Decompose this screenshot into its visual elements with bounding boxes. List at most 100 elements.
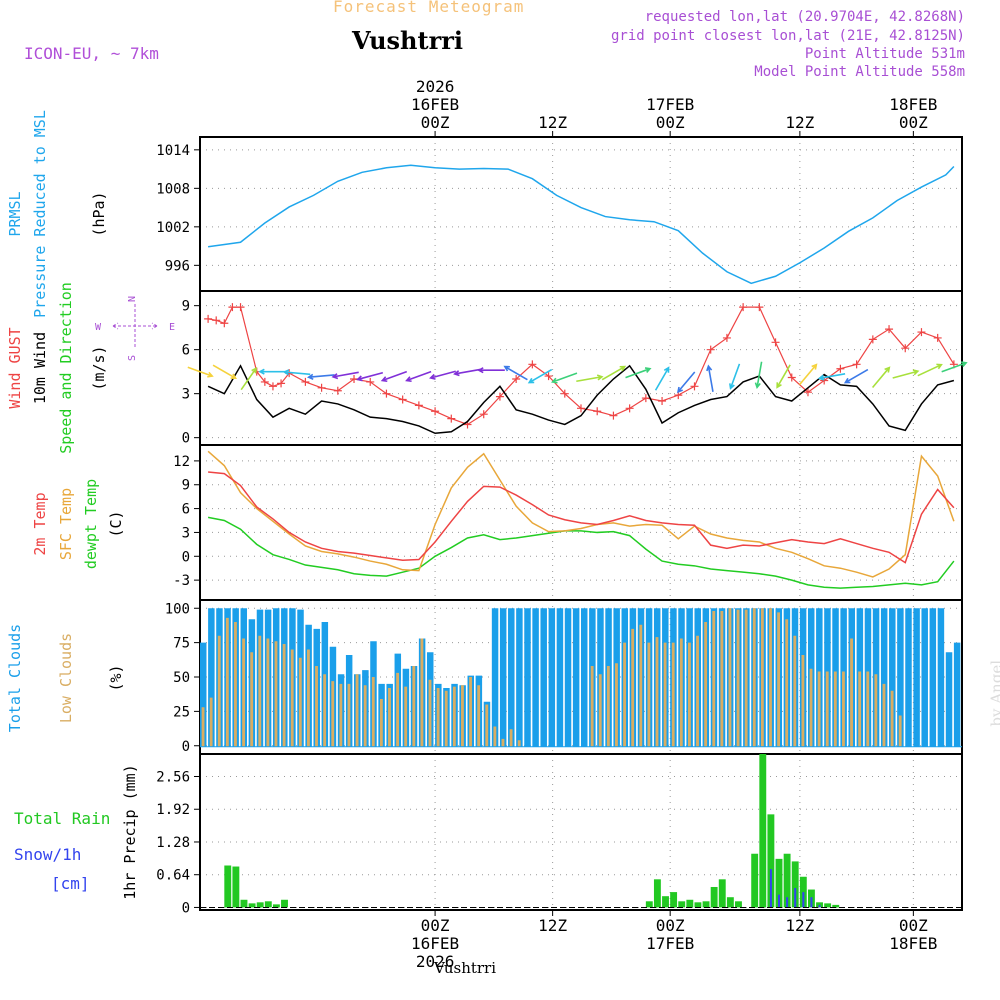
wind-direction-arrow [306, 373, 335, 380]
dewpoint-temp-line [207, 516, 955, 589]
wind-direction-arrow [282, 369, 311, 376]
x-tick-label-bottom: 16FEB [411, 934, 459, 953]
total-cloud-bar [508, 608, 515, 747]
rain-bar [248, 903, 256, 908]
x-tick-label-bottom: 00Z [656, 916, 685, 935]
low-cloud-bar [769, 608, 772, 747]
temp-2m-line [208, 471, 955, 564]
low-cloud-bar [323, 674, 327, 747]
total-cloud-bar [880, 608, 888, 747]
rain-bar [751, 853, 759, 908]
wind-gust-point [722, 333, 731, 342]
y-tick-label: 2.56 [156, 770, 190, 786]
y-tick-label: 50 [173, 670, 190, 686]
low-cloud-bar [355, 674, 359, 747]
total-cloud-bar [581, 608, 588, 747]
x-tick-label-top: 00Z [899, 113, 928, 132]
wind-gust-point [868, 335, 877, 344]
low-cloud-bar [290, 649, 294, 747]
wind-direction-arrow [729, 363, 741, 390]
low-cloud-bar [452, 686, 456, 747]
y-tick-label: 1002 [156, 220, 190, 236]
pressure-series-line [208, 164, 955, 285]
low-cloud-bar [282, 644, 286, 747]
low-cloud-bar [234, 622, 237, 747]
point-altitude: Point Altitude 531m [804, 46, 965, 62]
low-cloud-bar [696, 635, 699, 747]
y-tick-label: 0 [182, 549, 190, 565]
x-tick-label-top: 16FEB [411, 95, 459, 114]
total-cloud-bar [556, 608, 564, 747]
surface-temp-line [207, 450, 955, 578]
x-tick-label-bottom: 00Z [421, 916, 450, 935]
low-cloud-bar [623, 642, 626, 747]
total-cloud-bar [200, 642, 207, 747]
wind-gust-point [836, 364, 845, 373]
y-tick-label: 25 [173, 704, 190, 720]
y-tick-label: 75 [173, 636, 190, 652]
rain-bar [686, 899, 694, 908]
low-cloud-bar [890, 690, 894, 747]
y-axis-title: PRMSL [6, 191, 24, 236]
wind-gust-point [260, 377, 269, 386]
rain-bar [281, 899, 288, 908]
wind-gust-point [268, 382, 277, 391]
low-cloud-bar [663, 642, 667, 747]
wind-direction-arrow [706, 364, 714, 392]
wind-gust-point [512, 375, 521, 383]
wind-gust-point [917, 328, 926, 337]
y-axis-title: Speed and Direction [57, 282, 75, 454]
location-title: Vushtrri [352, 26, 463, 55]
low-cloud-bar [842, 671, 845, 747]
wind-gust-point [220, 319, 229, 328]
low-cloud-bar [688, 642, 691, 747]
low-cloud-bar [517, 740, 521, 747]
low-cloud-bar [882, 683, 886, 747]
low-cloud-bar [777, 612, 781, 747]
x-tick-label-top: 2026 [416, 77, 455, 96]
x-tick-label-bottom: 2026 [416, 952, 455, 971]
rain-bar [670, 892, 678, 908]
low-cloud-bar [728, 608, 732, 747]
y-tick-label: 0 [182, 739, 190, 755]
low-cloud-bar [396, 672, 400, 747]
y-axis-title: 1hr Precip (mm) [121, 764, 139, 899]
wind-gust-point [690, 382, 699, 391]
snow-bar [818, 904, 821, 908]
rain-bar [759, 754, 767, 908]
y-axis-title: (C) [107, 510, 125, 537]
y-tick-label: 0 [182, 900, 190, 916]
wind-gust-point [212, 316, 221, 325]
wind-gust-point [658, 397, 667, 405]
rain-bar [678, 901, 686, 908]
y-axis-title: Pressure Reduced to MSL [31, 110, 49, 318]
wind-direction-arrow [654, 366, 670, 391]
panel-frame [199, 290, 963, 446]
wind-direction-arrow [941, 361, 968, 373]
rain-bar [767, 814, 775, 908]
wind-direction-arrow [380, 370, 408, 383]
rain-bar [645, 901, 653, 908]
wind-gust-point [204, 314, 213, 323]
low-cloud-bar [655, 637, 659, 747]
low-cloud-bar [793, 635, 797, 747]
x-tick-label-top: 12Z [785, 113, 814, 132]
rain-bar [791, 861, 799, 908]
wind-direction-arrow [892, 369, 920, 379]
rain-bar [240, 899, 248, 908]
total-cloud-bar [516, 608, 523, 747]
low-cloud-bar [485, 704, 489, 747]
total-cloud-bar [953, 642, 961, 747]
rain-bar [783, 853, 791, 908]
wind-direction-arrow [477, 367, 505, 374]
rain-bar [726, 897, 734, 908]
wind-gust-point [933, 333, 942, 342]
low-cloud-bar [631, 628, 635, 747]
wind-direction-arrow [776, 364, 791, 389]
low-cloud-bar [388, 688, 391, 747]
low-cloud-bar [704, 622, 708, 747]
wind-gust-point [803, 388, 812, 397]
total-cloud-bar [540, 608, 547, 747]
rain-bar [824, 903, 832, 908]
wind-direction-arrow [601, 365, 627, 381]
